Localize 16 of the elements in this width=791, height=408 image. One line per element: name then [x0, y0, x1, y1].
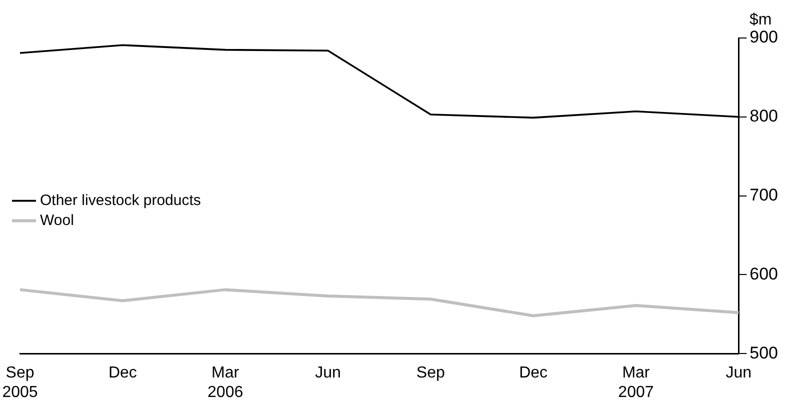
y-tick-label: 900: [750, 28, 778, 47]
x-tick-label: Dec: [108, 364, 137, 382]
y-tick-label: 700: [750, 185, 778, 204]
y-tick-label: 800: [750, 106, 778, 126]
x-tick-label: Jun: [726, 364, 752, 382]
x-tick-label: Mar 2006: [208, 364, 244, 401]
legend-label: Wool: [40, 212, 74, 229]
y-axis-title: $m: [750, 11, 772, 28]
x-tick-label: Mar 2007: [618, 364, 654, 401]
x-tick-label: Sep: [416, 364, 445, 382]
x-tick-label: Jun: [315, 364, 341, 382]
y-tick-label: 500: [750, 343, 778, 362]
x-tick-label: Dec: [519, 364, 548, 382]
legend-label: Other livestock products: [40, 192, 201, 209]
y-tick-label: 600: [750, 264, 778, 284]
x-tick-label: Sep 2005: [2, 364, 38, 401]
